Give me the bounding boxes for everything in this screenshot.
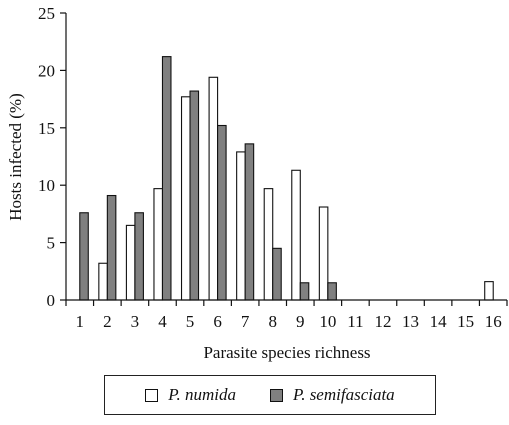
bar-numida-16 xyxy=(484,281,494,301)
bar-semifasciata-6 xyxy=(217,124,227,301)
x-tick-label-13: 13 xyxy=(402,312,419,331)
bar-semifasciata-2 xyxy=(106,194,117,301)
x-tick-label-11: 11 xyxy=(347,312,363,331)
bar-semifasciata-4 xyxy=(161,56,172,301)
x-tick-label-16: 16 xyxy=(485,312,502,331)
x-tick-label-12: 12 xyxy=(374,312,391,331)
bar-semifasciata-10 xyxy=(327,282,337,301)
x-axis-title: Parasite species richness xyxy=(203,343,370,362)
x-tick-label-10: 10 xyxy=(319,312,336,331)
bar-semifasciata-7 xyxy=(244,143,255,301)
bar-semifasciata-9 xyxy=(299,282,310,301)
legend-swatch-numida xyxy=(145,388,159,402)
y-tick-label-5: 5 xyxy=(47,234,56,253)
legend-item-semifasciata: P. semifasciata xyxy=(270,385,395,405)
bar-numida-10 xyxy=(318,206,329,301)
y-tick-label-10: 10 xyxy=(38,176,55,195)
bar-numida-2 xyxy=(98,262,108,301)
legend-label-semifasciata: P. semifasciata xyxy=(293,385,395,404)
x-tick-label-5: 5 xyxy=(186,312,195,331)
bar-numida-6 xyxy=(208,76,219,301)
legend: P. numida P. semifasciata xyxy=(104,375,436,415)
bar-semifasciata-5 xyxy=(189,90,200,301)
bar-numida-7 xyxy=(236,151,246,301)
x-tick-label-4: 4 xyxy=(158,312,167,331)
x-tick-label-14: 14 xyxy=(430,312,448,331)
x-tick-label-1: 1 xyxy=(76,312,85,331)
y-tick-label-0: 0 xyxy=(47,291,56,310)
x-tick-label-3: 3 xyxy=(131,312,140,331)
legend-item-numida: P. numida xyxy=(145,385,236,405)
bar-semifasciata-3 xyxy=(134,212,144,301)
x-tick-label-8: 8 xyxy=(268,312,277,331)
legend-swatch-semifasciata xyxy=(270,388,283,402)
y-tick-label-15: 15 xyxy=(38,119,55,138)
y-tick-label-25: 25 xyxy=(38,4,55,23)
legend-label-numida: P. numida xyxy=(168,385,236,404)
bar-semifasciata-1 xyxy=(79,212,89,301)
x-tick-label-15: 15 xyxy=(457,312,474,331)
bars-group xyxy=(79,56,494,301)
x-tick-label-7: 7 xyxy=(241,312,250,331)
y-axis-title: Hosts infected (%) xyxy=(6,93,25,220)
x-tick-label-2: 2 xyxy=(103,312,112,331)
x-tick-label-9: 9 xyxy=(296,312,305,331)
bar-numida-9 xyxy=(291,169,301,301)
x-tick-label-6: 6 xyxy=(213,312,222,331)
bar-semifasciata-8 xyxy=(272,247,282,301)
axes-group xyxy=(60,12,508,306)
bar-numida-4 xyxy=(153,188,164,301)
bar-numida-3 xyxy=(125,224,136,301)
bar-numida-5 xyxy=(180,96,191,301)
y-tick-label-20: 20 xyxy=(38,61,55,80)
bar-numida-8 xyxy=(263,188,274,301)
